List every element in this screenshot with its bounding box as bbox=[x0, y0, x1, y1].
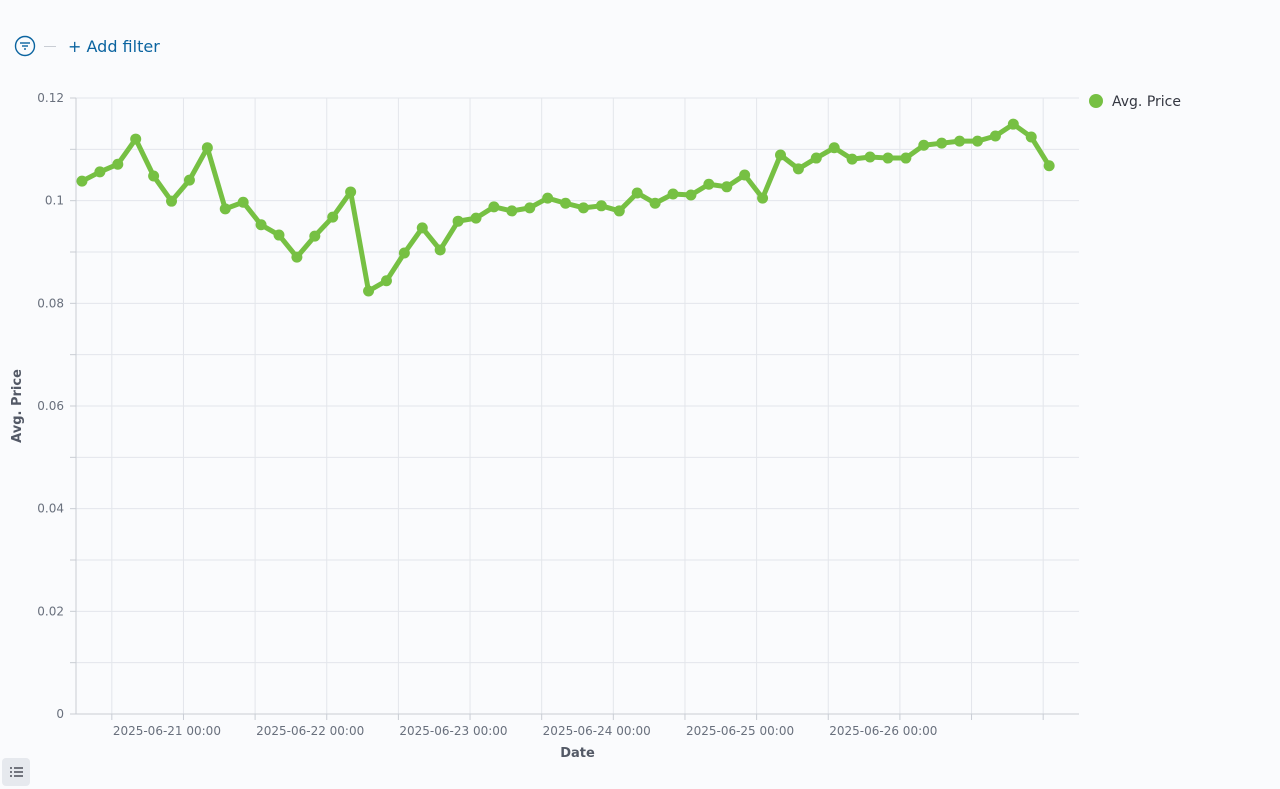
data-point bbox=[130, 133, 142, 145]
data-point bbox=[954, 135, 966, 147]
filter-bar: + Add filter bbox=[14, 34, 160, 58]
data-point bbox=[846, 153, 858, 165]
data-point bbox=[291, 251, 303, 263]
data-point bbox=[327, 211, 339, 223]
legend-toggle-button[interactable] bbox=[2, 758, 30, 786]
legend-marker bbox=[1089, 94, 1103, 108]
data-point bbox=[183, 174, 195, 186]
data-point bbox=[470, 212, 482, 224]
data-point bbox=[1025, 131, 1037, 143]
filter-icon[interactable] bbox=[14, 35, 36, 57]
y-tick-label: 0.02 bbox=[37, 604, 64, 618]
data-point bbox=[685, 189, 697, 201]
data-point bbox=[560, 197, 572, 209]
y-tick-label: 0.1 bbox=[45, 194, 64, 208]
data-point bbox=[721, 181, 733, 193]
y-tick-label: 0.04 bbox=[37, 502, 64, 516]
data-point bbox=[989, 130, 1001, 142]
data-point bbox=[488, 201, 500, 213]
data-point bbox=[900, 152, 912, 164]
data-point bbox=[273, 229, 285, 241]
data-point bbox=[649, 197, 661, 209]
x-axis-title: Date bbox=[560, 746, 595, 761]
data-point bbox=[524, 202, 536, 214]
data-point bbox=[345, 186, 357, 198]
data-point bbox=[309, 230, 321, 242]
data-point bbox=[166, 195, 178, 207]
data-point bbox=[398, 247, 410, 259]
data-point bbox=[201, 142, 213, 154]
x-tick-label: 2025-06-25 00:00 bbox=[686, 724, 794, 738]
data-point bbox=[703, 178, 715, 190]
data-point bbox=[631, 187, 643, 199]
data-point bbox=[363, 285, 375, 297]
x-tick-label: 2025-06-23 00:00 bbox=[399, 724, 507, 738]
data-point bbox=[864, 151, 876, 163]
data-point bbox=[739, 169, 751, 181]
data-point bbox=[148, 170, 160, 182]
data-point bbox=[972, 135, 984, 147]
data-point bbox=[76, 175, 88, 187]
data-point bbox=[380, 275, 392, 287]
data-point bbox=[112, 158, 124, 170]
y-axis-title: Avg. Price bbox=[10, 369, 25, 443]
x-tick-label: 2025-06-26 00:00 bbox=[829, 724, 937, 738]
y-tick-label: 0 bbox=[56, 707, 64, 721]
data-point bbox=[936, 137, 948, 149]
data-point bbox=[219, 203, 231, 215]
data-point bbox=[434, 244, 446, 256]
legend-label: Avg. Price bbox=[1112, 94, 1181, 110]
y-tick-label: 0.12 bbox=[37, 91, 64, 105]
data-point bbox=[1007, 118, 1019, 130]
data-point bbox=[810, 152, 822, 164]
x-tick-label: 2025-06-22 00:00 bbox=[256, 724, 364, 738]
y-tick-label: 0.08 bbox=[37, 296, 64, 310]
data-point bbox=[506, 205, 518, 217]
data-point bbox=[774, 149, 786, 161]
data-point bbox=[613, 205, 625, 217]
data-point bbox=[792, 163, 804, 175]
list-icon bbox=[10, 767, 23, 777]
data-point bbox=[452, 215, 464, 227]
line bbox=[79, 121, 1052, 294]
separator bbox=[44, 45, 56, 47]
data-point bbox=[237, 196, 249, 208]
data-point bbox=[882, 152, 894, 164]
y-tick-label: 0.06 bbox=[37, 399, 64, 413]
data-point bbox=[595, 200, 607, 212]
data-point bbox=[918, 139, 930, 151]
x-tick-label: 2025-06-21 00:00 bbox=[113, 724, 221, 738]
data-point bbox=[1043, 160, 1055, 172]
data-point bbox=[577, 202, 589, 214]
data-point bbox=[542, 192, 554, 204]
add-filter-button[interactable]: + Add filter bbox=[68, 36, 160, 56]
data-point bbox=[828, 142, 840, 154]
data-point bbox=[255, 219, 267, 231]
data-point bbox=[667, 188, 679, 200]
data-point bbox=[416, 222, 428, 234]
data-point bbox=[757, 192, 769, 204]
x-tick-label: 2025-06-24 00:00 bbox=[543, 724, 651, 738]
data-point bbox=[94, 166, 106, 178]
